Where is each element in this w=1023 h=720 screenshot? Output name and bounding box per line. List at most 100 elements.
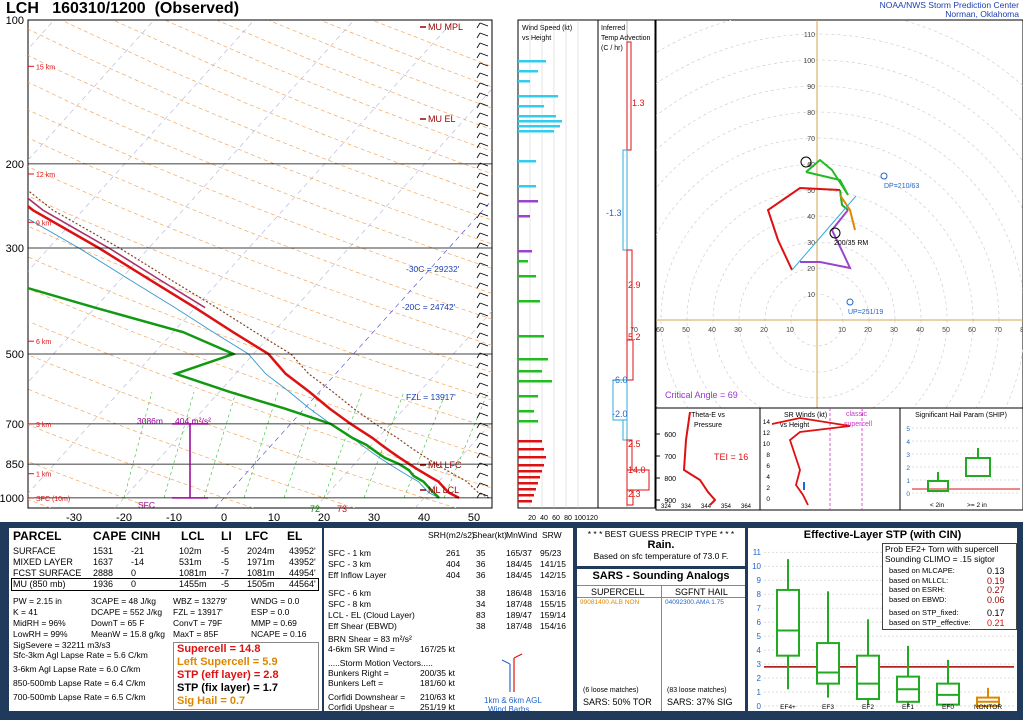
windspeed-bar	[518, 200, 538, 203]
kin-cell: 165/37	[506, 548, 532, 558]
dry-adiabat	[28, 320, 492, 489]
stp-row-label: based on MLLCL:	[889, 575, 949, 585]
index-value: SigSevere = 32211 m3/s3	[13, 640, 111, 650]
ship-ytick: 1	[906, 478, 910, 485]
isotherm	[28, 20, 255, 272]
wind-barb-flag	[476, 252, 481, 259]
temperature-trace	[28, 204, 460, 499]
hodo-ytick: 10	[807, 292, 815, 299]
thetae-ptick: 700	[664, 454, 676, 461]
isotherm	[314, 310, 492, 508]
thetae-title-1: Theta-E vs	[691, 412, 725, 419]
stp-box	[776, 588, 800, 657]
wind-barb	[479, 92, 489, 97]
wind-barb	[479, 402, 489, 407]
temp-tick: -10	[166, 512, 182, 522]
kin-cell: 38	[476, 621, 486, 631]
tempadv-title-3: (C / hr)	[601, 45, 623, 52]
wind-barb-flag	[476, 362, 481, 369]
annotation: 73	[337, 504, 347, 514]
wind-barb	[479, 192, 489, 197]
hodo-dp-marker	[880, 172, 888, 180]
station: LCH	[6, 0, 39, 17]
temp-tick: 20	[318, 512, 330, 522]
temp-tick: 40	[418, 512, 430, 522]
windspeed-bar	[518, 300, 540, 303]
hodo-seg-purple	[800, 209, 852, 270]
wind-barb	[479, 212, 489, 217]
thetae-ptick: 600	[664, 432, 676, 439]
wind-barb-flag	[476, 382, 481, 389]
wind-barb-flag	[476, 102, 481, 109]
wind-barb-flag	[476, 302, 481, 309]
motion-label: Corfidi Downshear =	[328, 692, 406, 702]
windspeed-bar	[518, 160, 536, 163]
motion-value: 200/35 kt	[420, 668, 455, 678]
kin-cell: 159/14	[540, 610, 566, 620]
dry-adiabat	[28, 354, 457, 508]
wind-barb-flag	[476, 432, 481, 439]
tempadv-title-1: Inferred	[601, 25, 625, 32]
wind-barb-flag	[476, 52, 481, 59]
parcel-cell: 2888	[93, 568, 114, 578]
hdr-lcl: LCL	[181, 529, 205, 543]
wind-barb-flag	[476, 112, 481, 119]
annotation: MU MPL	[428, 22, 463, 32]
windspeed-tick: 100	[574, 515, 586, 522]
parcel-cell: 43952'	[289, 546, 316, 556]
srwinds-ytick: 8	[766, 452, 770, 459]
stp-box	[816, 642, 840, 685]
wind-barb-flag	[476, 392, 481, 399]
pressure-tick: 100	[6, 15, 24, 27]
ship-ytick: 3	[906, 452, 910, 459]
kin-cell: SFC - 3 km	[328, 559, 371, 569]
parcel-cell: 1936	[93, 579, 114, 589]
sr-wind-value: 167/25 kt	[420, 644, 455, 654]
tempadv-value: 2.3	[628, 489, 641, 499]
parcel-cell: 1081m	[179, 568, 207, 578]
stp-ytick: 6	[757, 618, 762, 627]
windspeed-tick: 60	[552, 515, 560, 522]
parcel-cell: -14	[131, 557, 145, 567]
mixing-ratio-line	[203, 391, 237, 498]
wind-barb	[479, 282, 489, 287]
wind-barb-flag	[476, 172, 481, 179]
hodo-lm-marker	[800, 156, 812, 168]
wind-barb	[479, 482, 489, 487]
windspeed-title-1: Wind Speed (kt)	[522, 25, 572, 32]
wind-barb-flag	[476, 292, 481, 299]
hodo-ytick: 50	[807, 188, 815, 195]
height-label: SFC (10m)	[36, 496, 70, 503]
parcel-cell: MIXED LAYER	[13, 557, 73, 567]
stp-row-value: 0.06	[987, 594, 1005, 605]
kin-cell: 189/47	[506, 610, 532, 620]
tempadv-block	[612, 379, 628, 421]
annotation: -20C = 24742'	[402, 302, 456, 312]
tempadv-block	[626, 339, 634, 381]
parcel-cell: 1637	[93, 557, 114, 567]
height-label: 15 km	[36, 64, 55, 71]
kin-cell: 184/45	[506, 570, 532, 580]
srwinds-title-1: SR Winds (kt)	[784, 412, 827, 419]
windspeed-tick: 80	[564, 515, 572, 522]
index-value: WBZ = 13279'	[173, 596, 227, 606]
motion-label: Bunkers Right =	[328, 668, 389, 678]
wind-barb	[479, 462, 489, 467]
dewpoint-trace	[28, 286, 440, 499]
stp-ytick: 9	[757, 576, 762, 585]
parcel-trace	[28, 189, 490, 499]
annotation: -30C = 29232'	[406, 264, 460, 274]
wind-barb	[479, 122, 489, 127]
index-value: 3CAPE = 48 J/kg	[91, 596, 156, 606]
windspeed-bar	[518, 420, 538, 423]
params-box: Supercell = 14.8 Left Supercell = 5.9 ST…	[173, 642, 319, 710]
windspeed-bar	[518, 456, 546, 459]
parcel-cell: 0	[131, 579, 137, 589]
hodo-xtick: 40	[916, 327, 924, 334]
left-supercell-param: Left Supercell = 5.9	[177, 656, 278, 668]
windspeed-bar	[518, 470, 542, 473]
srwinds-ytick: 4	[766, 474, 770, 481]
stp-eff-param: STP (eff layer) = 2.8	[177, 669, 279, 681]
hdr-parcel: PARCEL	[13, 529, 62, 543]
wind-barb-flag	[476, 272, 481, 279]
